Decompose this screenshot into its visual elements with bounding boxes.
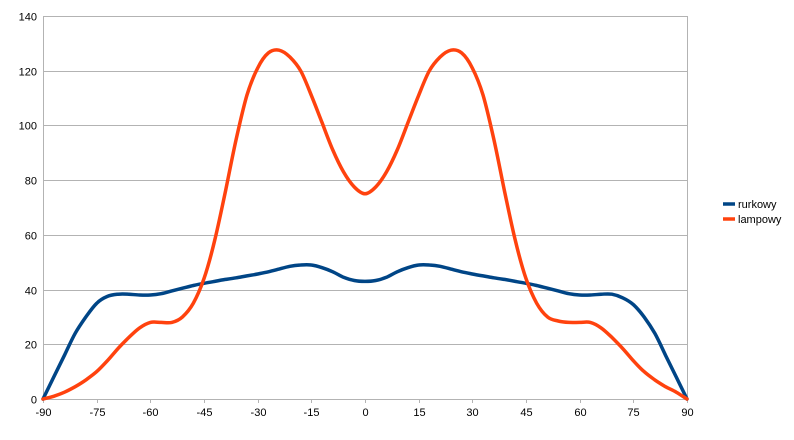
y-tick-label: 140 — [19, 12, 37, 24]
x-tick-label: -30 — [251, 407, 267, 419]
y-tick-label: 20 — [25, 340, 37, 352]
series-lines — [41, 48, 689, 401]
x-tick-label: 0 — [362, 407, 368, 419]
legend-label-lampowy: lampowy — [738, 214, 782, 226]
y-tick-label: 40 — [25, 286, 37, 298]
x-tick-label: -75 — [90, 407, 106, 419]
axes — [43, 16, 688, 403]
x-tick-label: -45 — [197, 407, 213, 419]
y-tick-label: 0 — [31, 395, 37, 407]
x-tick-label: -90 — [36, 407, 52, 419]
y-tick-label: 80 — [25, 176, 37, 188]
x-tick-label: -15 — [304, 407, 320, 419]
legend: rurkowy lampowy — [723, 199, 782, 226]
x-tick-label: -60 — [143, 407, 159, 419]
y-tick-label: 120 — [19, 67, 37, 79]
y-tick-label: 100 — [19, 121, 37, 133]
series-lampowy-line — [41, 48, 689, 401]
x-tick-label: 60 — [574, 407, 586, 419]
x-tick-labels: -90 -75 -60 -45 -30 -15 0 15 30 45 60 75 90 — [36, 407, 694, 419]
x-tick-label: 30 — [466, 407, 478, 419]
x-tick-label: 15 — [413, 407, 425, 419]
x-tick-label: 90 — [681, 407, 693, 419]
y-tick-label: 60 — [25, 231, 37, 243]
series-rurkowy-line — [41, 262, 689, 401]
x-tick-label: 45 — [520, 407, 532, 419]
y-tick-labels: 0 20 40 60 80 100 120 140 — [19, 12, 37, 407]
x-tick-label: 75 — [627, 407, 639, 419]
legend-label-rurkowy: rurkowy — [738, 199, 777, 211]
